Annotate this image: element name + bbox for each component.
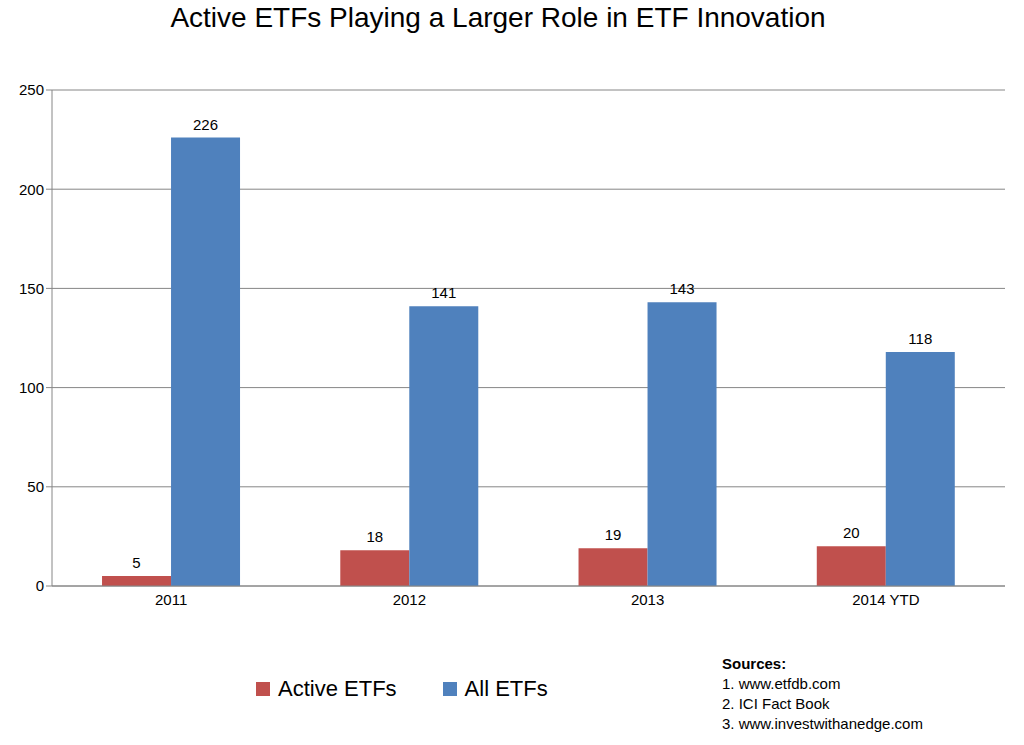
svg-text:18: 18 bbox=[366, 528, 383, 545]
html-text:Active ETFs Playing a Larger R: Active ETFs Playing a Larger Role in ETF… bbox=[170, 2, 826, 33]
html-text:All ETFs: All ETFs bbox=[464, 676, 548, 701]
html-text:1. www.etfdb.com: 1. www.etfdb.com bbox=[722, 675, 841, 692]
svg-text:118: 118 bbox=[908, 330, 932, 347]
svg-text:141: 141 bbox=[431, 284, 456, 301]
svg-text:0: 0 bbox=[36, 577, 44, 594]
svg-text:50: 50 bbox=[27, 478, 44, 495]
svg-text:19: 19 bbox=[605, 526, 622, 543]
svg-text:5: 5 bbox=[132, 554, 140, 571]
svg-text:2014 YTD: 2014 YTD bbox=[852, 591, 919, 608]
svg-text:2013: 2013 bbox=[631, 591, 664, 608]
html-text:2. ICI Fact Book: 2. ICI Fact Book bbox=[722, 695, 830, 712]
svg-text:20: 20 bbox=[843, 524, 860, 541]
svg-text:2011: 2011 bbox=[155, 591, 187, 608]
svg-text:2012: 2012 bbox=[393, 591, 426, 608]
svg-text:226: 226 bbox=[193, 116, 218, 133]
svg-text:100: 100 bbox=[19, 379, 44, 396]
svg-text:250: 250 bbox=[19, 81, 44, 98]
svg-text:150: 150 bbox=[19, 280, 44, 297]
html-text:Active ETFs: Active ETFs bbox=[278, 676, 397, 701]
html-text:3. www.investwithanedge.com: 3. www.investwithanedge.com bbox=[722, 715, 923, 732]
svg-text:143: 143 bbox=[670, 280, 695, 297]
svg-text:200: 200 bbox=[19, 181, 44, 198]
html-text:Sources:: Sources: bbox=[722, 655, 787, 672]
